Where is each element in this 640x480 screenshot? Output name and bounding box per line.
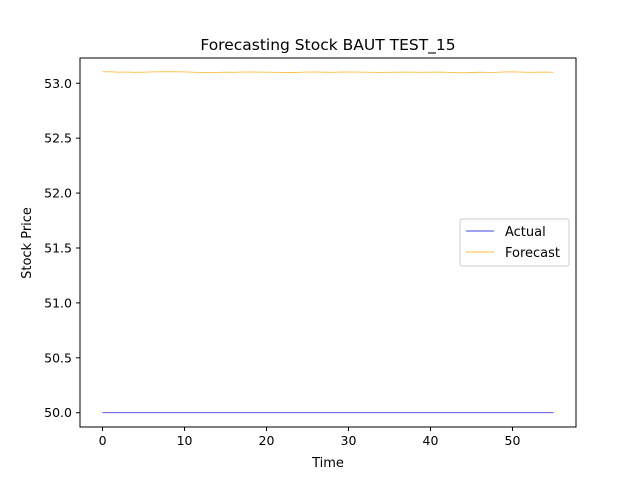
- y-tick-label: 52.0: [44, 186, 72, 201]
- legend-label-forecast: Forecast: [505, 246, 560, 261]
- y-tick-label: 52.5: [44, 131, 72, 146]
- x-axis: 0 10 20 30 40 50: [99, 427, 521, 448]
- y-tick-label: 53.0: [44, 76, 72, 91]
- x-tick-label: 0: [99, 433, 107, 448]
- series-layer: [102, 71, 554, 414]
- x-tick-label: 40: [423, 433, 439, 448]
- y-axis: 50.0 50.5 51.0 51.5 52.0 52.5 53.0: [44, 76, 80, 420]
- x-tick-label: 20: [259, 433, 275, 448]
- series-line-forecast: [102, 71, 554, 74]
- legend: Actual Forecast: [459, 218, 570, 267]
- plot-frame: [79, 57, 577, 428]
- chart-title: Forecasting Stock BAUT TEST_15: [200, 36, 455, 55]
- x-axis-label: Time: [311, 456, 344, 471]
- x-tick-label: 30: [341, 433, 357, 448]
- legend-label-actual: Actual: [505, 225, 546, 240]
- y-tick-label: 51.0: [44, 295, 72, 310]
- y-tick-label: 50.5: [44, 350, 72, 365]
- y-tick-label: 51.5: [44, 240, 72, 255]
- y-axis-label: Stock Price: [20, 207, 35, 279]
- y-tick-label: 50.0: [44, 405, 72, 420]
- x-tick-label: 50: [505, 433, 521, 448]
- x-tick-label: 10: [177, 433, 193, 448]
